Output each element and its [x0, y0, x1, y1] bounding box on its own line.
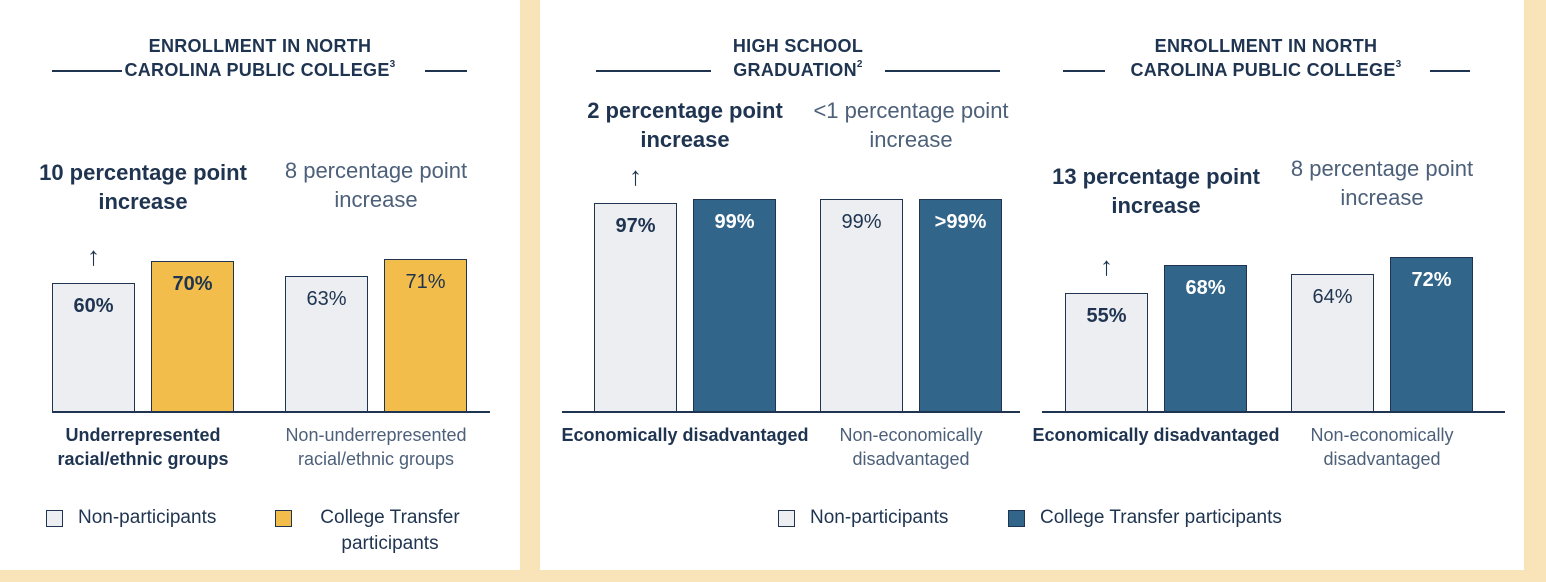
bar — [820, 199, 903, 412]
annotation: 8 percentage point increase — [284, 158, 468, 213]
annotation: 8 percentage point increase — [1290, 155, 1474, 210]
bar — [151, 261, 234, 412]
chart-title: ENROLLMENT IN NORTH CAROLINA PUBLIC COLL… — [1116, 34, 1416, 82]
value-label: 68% — [1185, 277, 1226, 300]
legend-swatch — [778, 510, 795, 527]
title-rule — [52, 70, 122, 72]
value-label: 64% — [1312, 286, 1353, 309]
baseline — [1042, 411, 1505, 413]
title-rule — [1063, 70, 1105, 72]
increase-arrow: ↑ — [87, 240, 100, 271]
bar — [1164, 265, 1247, 412]
title-rule — [885, 70, 1000, 72]
bar — [285, 276, 368, 412]
value-label: 99% — [841, 211, 882, 234]
title-superscript: 3 — [389, 59, 396, 70]
chart-title: HIGH SCHOOL GRADUATION2 — [713, 34, 883, 82]
chart-title: ENROLLMENT IN NORTH CAROLINA PUBLIC COLL… — [110, 34, 410, 82]
bar — [384, 259, 467, 412]
category-label: Non-economically disadvantaged — [839, 425, 983, 469]
title-text: ENROLLMENT IN NORTH CAROLINA PUBLIC COLL… — [1130, 36, 1396, 80]
legend-swatch — [275, 510, 292, 527]
legend-label: College Transfer participants — [1040, 507, 1282, 528]
panel — [540, 0, 1524, 570]
title-superscript: 2 — [856, 59, 863, 70]
annotation: <1 percentage point increase — [813, 98, 1009, 153]
category-label: Non-economically disadvantaged — [1310, 425, 1454, 469]
bar — [1065, 293, 1148, 412]
title-rule — [596, 70, 711, 72]
annotation: 2 percentage point increase — [587, 98, 783, 153]
title-text: HIGH SCHOOL GRADUATION — [732, 36, 864, 80]
legend-swatch — [1008, 510, 1025, 527]
title-text: ENROLLMENT IN NORTH CAROLINA PUBLIC COLL… — [124, 36, 390, 80]
legend-swatch — [46, 510, 63, 527]
title-rule — [425, 70, 467, 72]
bar — [919, 199, 1002, 412]
increase-arrow: ↑ — [629, 161, 642, 192]
value-label: 71% — [405, 271, 446, 294]
value-label: 72% — [1411, 268, 1452, 291]
baseline — [52, 411, 490, 413]
category-label: Underrepresented racial/ethnic groups — [57, 425, 229, 469]
bar — [1390, 256, 1473, 412]
title-rule — [1430, 70, 1470, 72]
bar — [693, 199, 776, 412]
category-label: Economically disadvantaged — [1032, 425, 1280, 445]
value-label: 99% — [714, 211, 755, 234]
baseline — [562, 411, 1020, 413]
annotation: 13 percentage point increase — [1052, 164, 1260, 219]
bar — [1291, 274, 1374, 412]
value-label: 55% — [1086, 305, 1127, 328]
value-label: >99% — [934, 211, 987, 234]
value-label: 60% — [73, 294, 114, 317]
value-label: 63% — [306, 288, 347, 311]
category-label: Economically disadvantaged — [561, 425, 809, 445]
legend-label: Non-participants — [78, 507, 217, 528]
category-label: Non-underrepresented racial/ethnic group… — [285, 425, 467, 469]
annotation: 10 percentage point increase — [39, 160, 247, 215]
legend-label: Non-participants — [810, 507, 949, 528]
value-label: 70% — [172, 273, 213, 296]
legend-label: College Transfer participants — [320, 507, 460, 554]
title-superscript: 3 — [1395, 59, 1402, 70]
bar — [52, 282, 135, 412]
increase-arrow: ↑ — [1100, 251, 1113, 282]
bar — [594, 203, 677, 412]
value-label: 97% — [615, 215, 656, 238]
